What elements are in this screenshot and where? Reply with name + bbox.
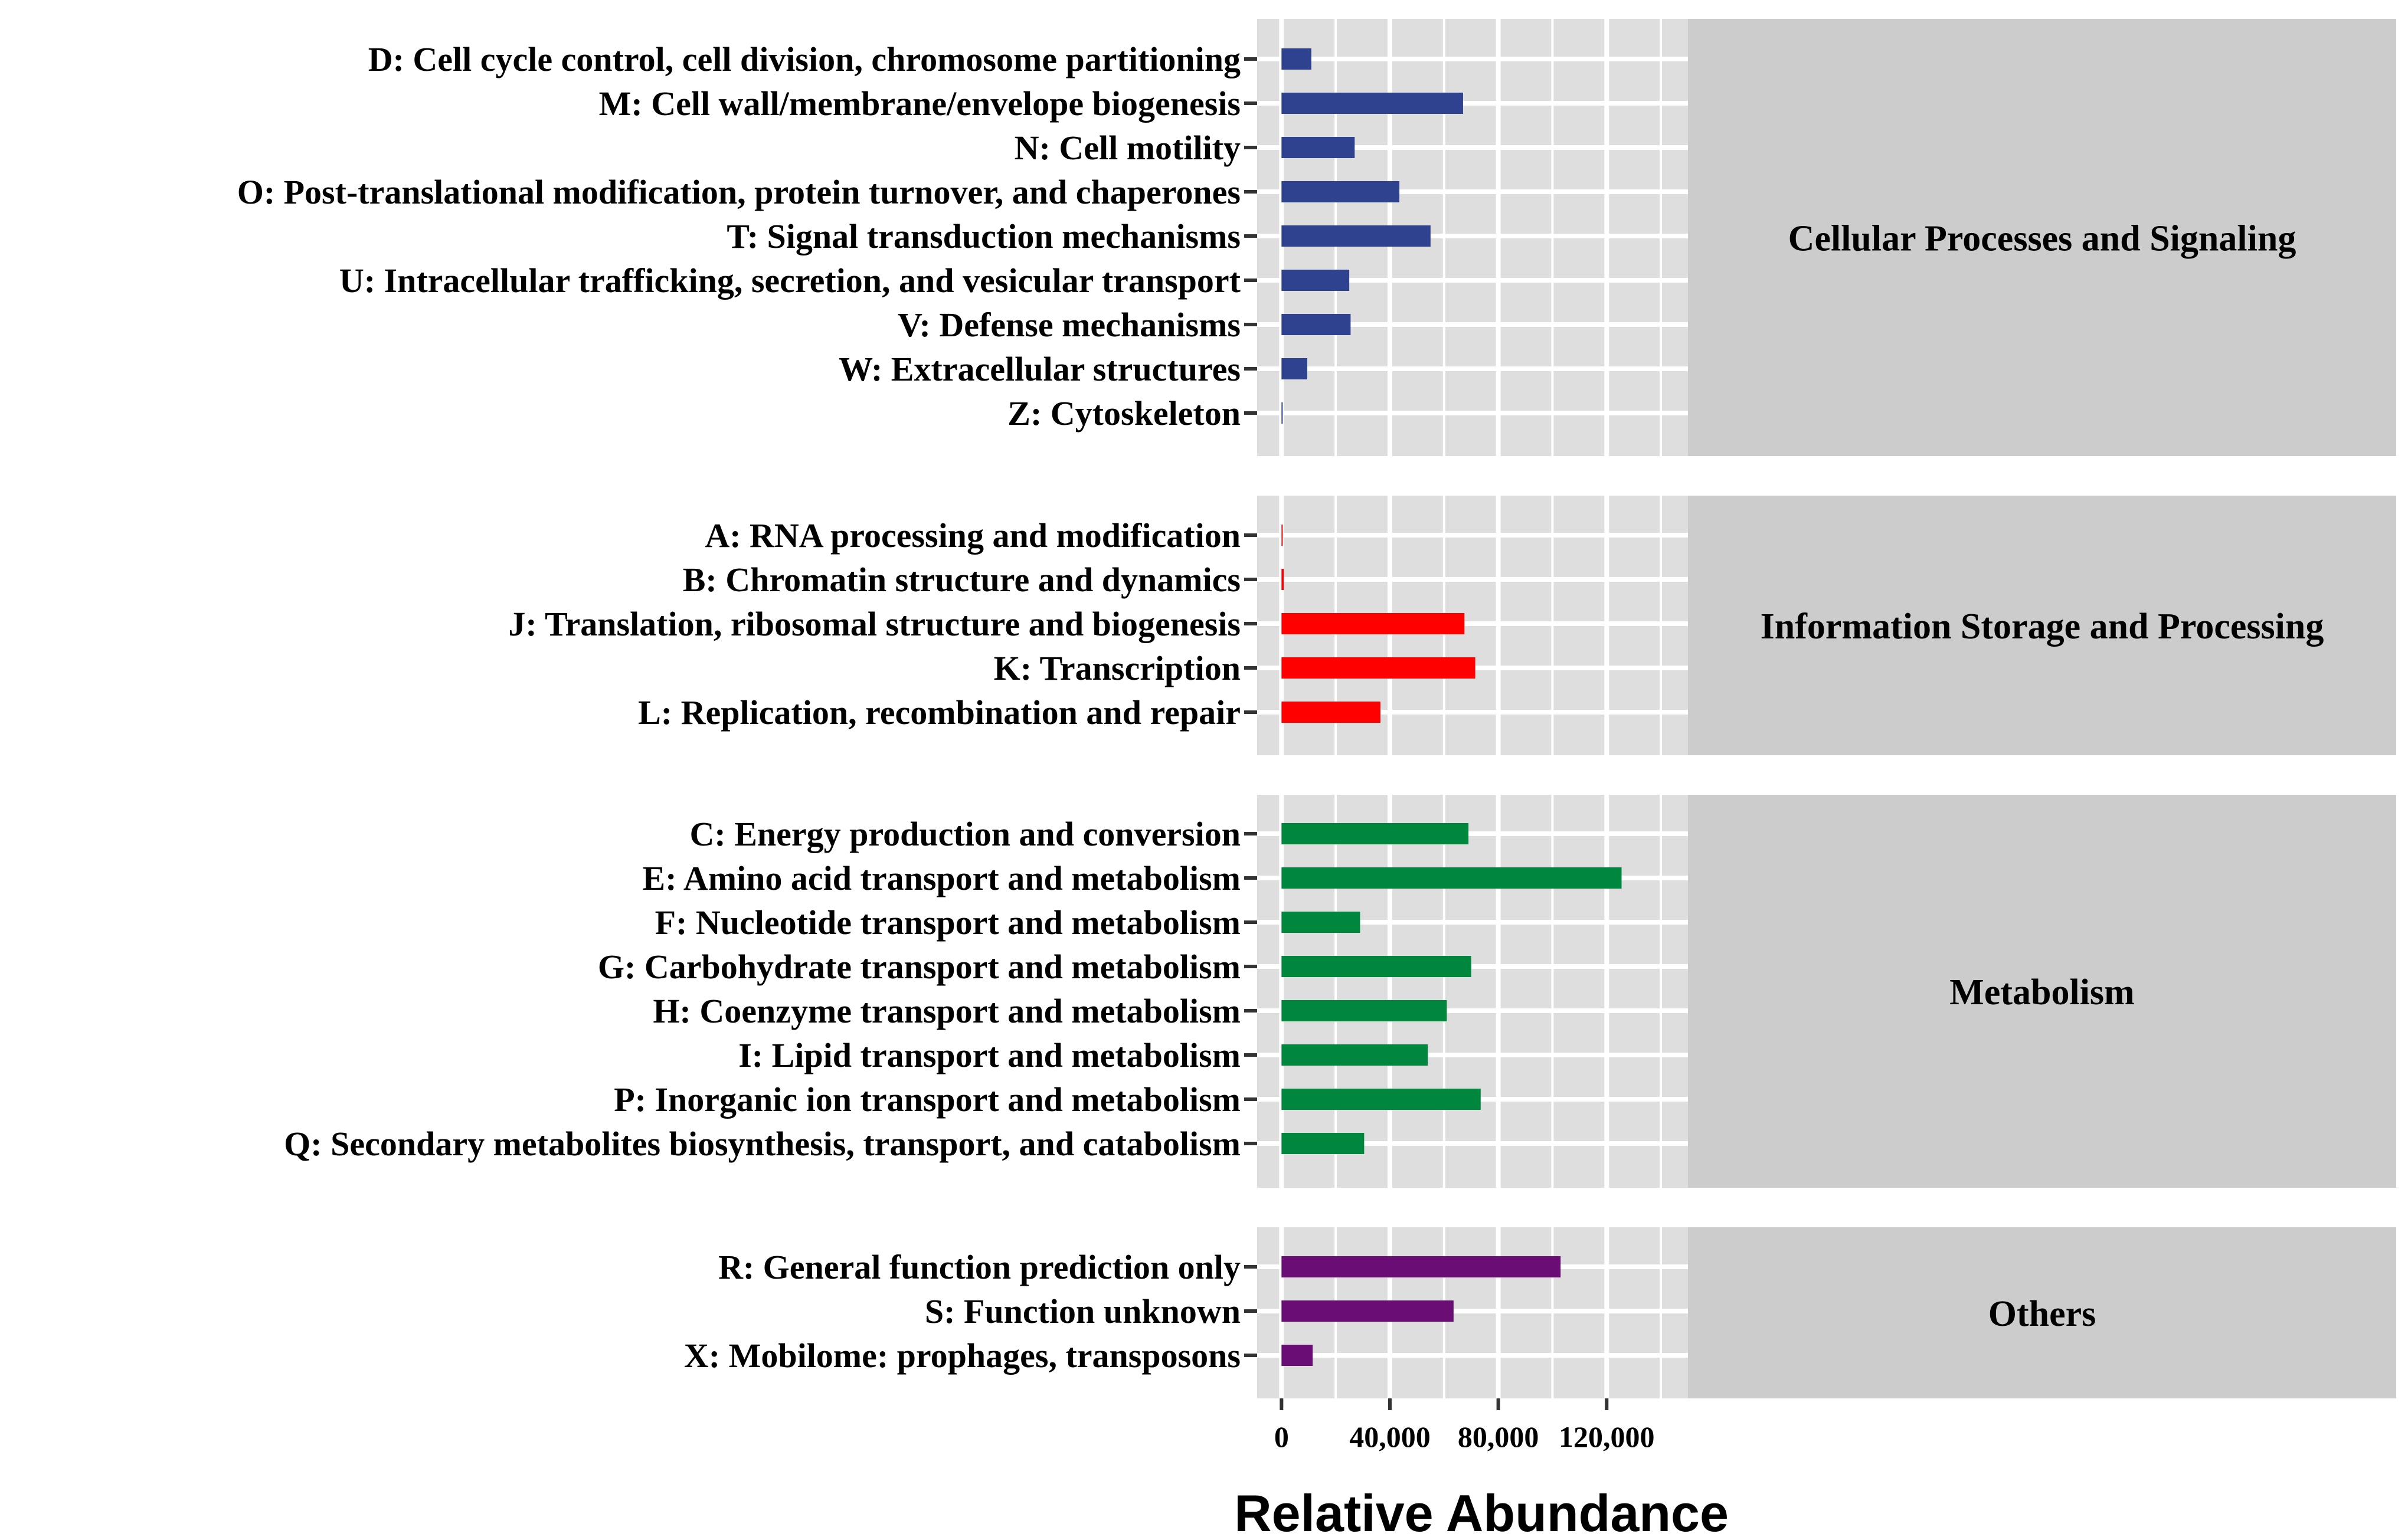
category-label: F: Nucleotide transport and metabolism: [655, 903, 1241, 942]
panel-2: C: Energy production and conversion E: Am…: [284, 795, 2396, 1188]
bar: [1281, 1256, 1561, 1277]
bar: [1281, 1000, 1447, 1021]
bar: [1281, 1133, 1365, 1154]
panel-1: A: RNA processing and modification B: Chr…: [508, 496, 2396, 755]
bar: [1281, 912, 1360, 933]
category-label: X: Mobilome: prophages, transposons: [684, 1336, 1241, 1375]
bar: [1281, 569, 1284, 590]
panel-3: R: General function prediction only S: Fu…: [684, 1227, 2396, 1398]
bar: [1281, 93, 1463, 114]
x-axis-title: Relative Abundance: [1234, 1484, 1729, 1540]
panel-0: D: Cell cycle control, cell division, ch…: [237, 19, 2396, 456]
category-label: T: Signal transduction mechanisms: [727, 217, 1241, 255]
facet-strip: [1688, 496, 2396, 755]
bar: [1281, 402, 1283, 424]
bar: [1281, 181, 1400, 202]
bar: [1281, 225, 1431, 247]
category-label: I: Lipid transport and metabolism: [738, 1036, 1241, 1074]
facet-strip: [1688, 19, 2396, 456]
bar: [1281, 823, 1469, 844]
bar: [1281, 1089, 1481, 1110]
bar: [1281, 358, 1307, 379]
category-label: A: RNA processing and modification: [705, 516, 1241, 555]
bar: [1281, 48, 1311, 70]
category-label: N: Cell motility: [1015, 129, 1241, 167]
bar: [1281, 613, 1465, 634]
bar: [1281, 657, 1475, 679]
x-tick-label: 40,000: [1349, 1420, 1431, 1453]
category-label: W: Extracellular structures: [839, 350, 1241, 388]
x-tick-label: 120,000: [1559, 1420, 1655, 1453]
panels-layer: D: Cell cycle control, cell division, ch…: [237, 19, 2396, 1398]
category-label: Q: Secondary metabolites biosynthesis, t…: [284, 1125, 1241, 1163]
category-label: K: Transcription: [994, 649, 1241, 687]
facet-strip: [1688, 795, 2396, 1188]
bar: [1281, 956, 1471, 977]
category-label: P: Inorganic ion transport and metabolis…: [614, 1080, 1241, 1119]
category-label: J: Translation, ribosomal structure and …: [508, 605, 1241, 643]
bar: [1281, 1345, 1313, 1366]
category-label: M: Cell wall/membrane/envelope biogenesi…: [599, 84, 1241, 123]
category-label: V: Defense mechanisms: [898, 306, 1241, 344]
bar: [1281, 867, 1622, 889]
category-label: R: General function prediction only: [718, 1248, 1241, 1286]
facet-strip: [1688, 1227, 2396, 1398]
category-label: G: Carbohydrate transport and metabolism: [598, 948, 1241, 986]
panel-background: [1257, 795, 1688, 1188]
category-label: E: Amino acid transport and metabolism: [643, 859, 1241, 897]
bar: [1281, 270, 1350, 291]
facet-label: Cellular Processes and Signaling: [1788, 219, 2296, 259]
bar: [1281, 137, 1355, 158]
facet-label: Metabolism: [1949, 972, 2134, 1013]
category-label: O: Post-translational modification, prot…: [237, 173, 1241, 211]
category-label: L: Replication, recombination and repair: [638, 693, 1241, 732]
bar: [1281, 314, 1351, 335]
facet-label: Information Storage and Processing: [1761, 607, 2324, 647]
x-tick-label: 0: [1274, 1420, 1289, 1453]
bar: [1281, 1300, 1454, 1322]
category-label: B: Chromatin structure and dynamics: [683, 561, 1241, 599]
category-label: U: Intracellular trafficking, secretion,…: [339, 261, 1241, 300]
category-label: C: Energy production and conversion: [690, 815, 1241, 853]
category-label: Z: Cytoskeleton: [1007, 394, 1241, 432]
category-label: D: Cell cycle control, cell division, ch…: [368, 40, 1241, 78]
x-tick-label: 80,000: [1458, 1420, 1539, 1453]
facet-label: Others: [1988, 1294, 2096, 1334]
bar: [1281, 702, 1380, 723]
category-label: S: Function unknown: [925, 1292, 1241, 1331]
x-axis: 0 40,000 80,000 120,000: [1274, 1398, 1655, 1453]
bar: [1281, 1044, 1428, 1066]
category-label: H: Coenzyme transport and metabolism: [653, 992, 1241, 1030]
bar: [1281, 525, 1283, 546]
